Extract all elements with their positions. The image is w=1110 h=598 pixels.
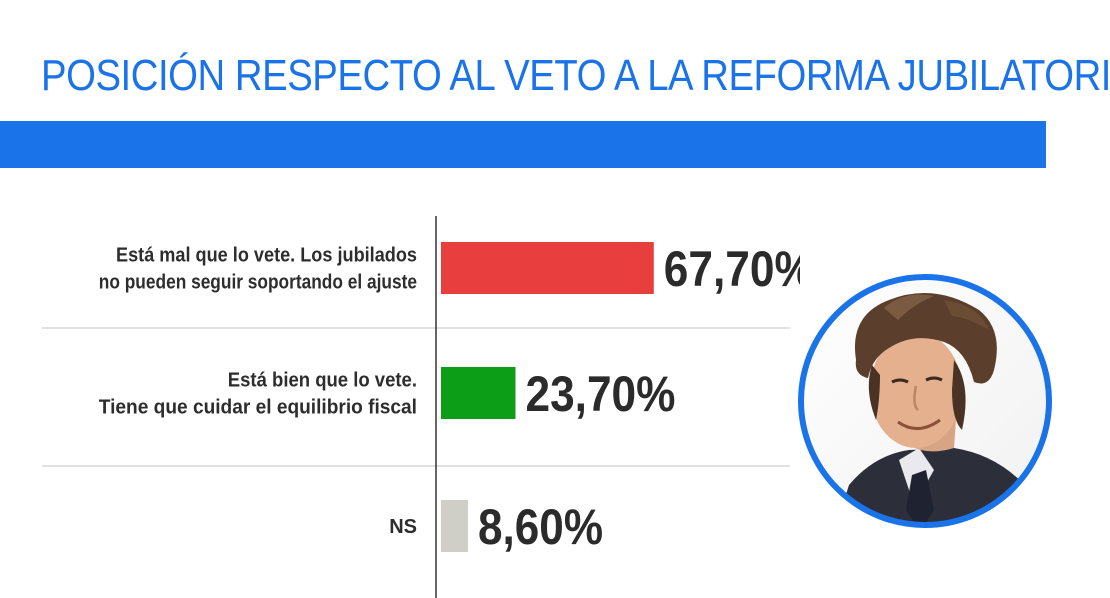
category-label: Está bien que lo vete. [228,370,417,392]
category-label: Tiene que cuidar el equilibrio fiscal [99,397,417,419]
person-photo-icon [798,274,1052,528]
bar-chart: 67,70% Está mal que lo vete. Los jubilado… [42,216,800,598]
bar [441,367,516,419]
chart-title: POSICIÓN RESPECTO AL VETO A LA REFORMA J… [41,51,1110,100]
bar [441,242,654,294]
category-label: NS [389,516,417,538]
value-label: 8,60% [478,499,603,555]
category-label: Está mal que lo vete. Los jubilados [116,245,417,267]
title-band [0,121,1046,168]
bar [441,500,469,552]
value-label: 67,70% [664,241,800,297]
value-label: 23,70% [525,366,675,422]
category-label: no pueden seguir soportando el ajuste [99,272,417,294]
